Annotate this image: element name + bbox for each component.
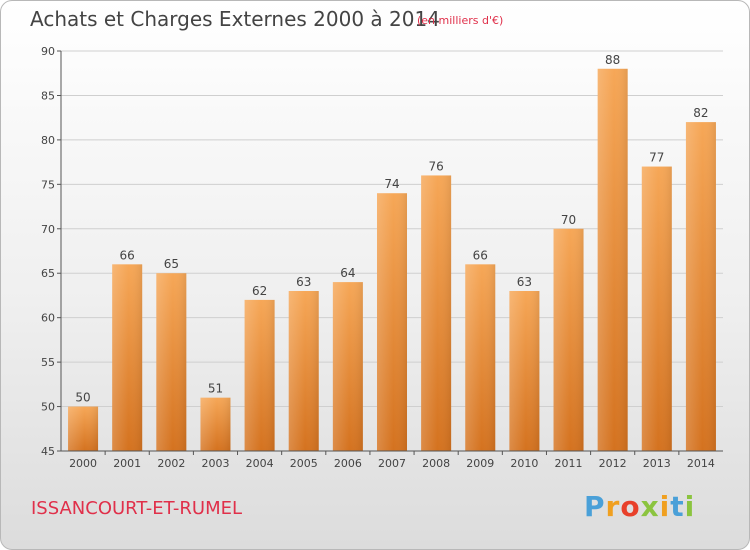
- logo-letter: o: [620, 490, 641, 523]
- x-tick-label: 2005: [290, 457, 318, 470]
- data-label: 74: [384, 177, 399, 191]
- chart-subtitle: (en milliers d'€): [417, 14, 504, 27]
- data-label: 77: [649, 151, 664, 165]
- data-label: 66: [120, 248, 135, 262]
- data-label: 64: [340, 266, 355, 280]
- bar-shading: [200, 397, 231, 451]
- logo-letter: t: [670, 490, 685, 523]
- x-tick-label: 2009: [466, 457, 494, 470]
- y-tick-label: 45: [41, 445, 55, 458]
- y-tick-label: 80: [41, 134, 55, 147]
- bar-shading: [68, 406, 99, 451]
- data-label: 50: [75, 391, 90, 405]
- x-tick-label: 2001: [113, 457, 141, 470]
- logo-letter: i: [659, 490, 671, 523]
- y-tick-label: 70: [41, 223, 55, 236]
- bar-shading: [288, 291, 319, 451]
- data-label: 65: [164, 257, 179, 271]
- bar-shading: [553, 228, 584, 451]
- y-tick-label: 60: [41, 312, 55, 325]
- x-tick-label: 2011: [555, 457, 583, 470]
- data-label: 62: [252, 284, 267, 298]
- bar-shading: [641, 166, 672, 452]
- data-label: 82: [693, 106, 708, 120]
- data-label: 63: [517, 275, 532, 289]
- x-tick-label: 2008: [422, 457, 450, 470]
- x-tick-label: 2002: [157, 457, 185, 470]
- y-tick-label: 50: [41, 401, 55, 414]
- x-tick-label: 2007: [378, 457, 406, 470]
- x-tick-label: 2014: [687, 457, 715, 470]
- x-tick-label: 2006: [334, 457, 362, 470]
- data-label: 63: [296, 275, 311, 289]
- data-label: 76: [428, 159, 443, 173]
- x-tick-label: 2000: [69, 457, 97, 470]
- chart-title: Achats et Charges Externes 2000 à 2014: [30, 7, 440, 31]
- x-tick-label: 2010: [510, 457, 538, 470]
- data-label: 70: [561, 213, 576, 227]
- place-name: ISSANCOURT-ET-RUMEL: [31, 498, 243, 519]
- bar-shading: [332, 282, 363, 451]
- bar-shading: [244, 299, 275, 451]
- x-tick-label: 2013: [643, 457, 671, 470]
- x-tick-label: 2004: [246, 457, 274, 470]
- y-tick-label: 90: [41, 45, 55, 58]
- logo-letter: r: [605, 490, 621, 523]
- bar-shading: [685, 122, 716, 451]
- logo-letter: i: [684, 490, 696, 523]
- x-tick-label: 2003: [201, 457, 229, 470]
- data-label: 51: [208, 382, 223, 396]
- bar-shading: [156, 273, 187, 451]
- data-label: 88: [605, 53, 620, 67]
- y-tick-label: 65: [41, 267, 55, 280]
- bar-shading: [376, 193, 408, 451]
- proxiti-logo: Proxiti: [584, 490, 695, 523]
- data-label: 66: [473, 248, 488, 262]
- axes: 45 50 55 60 65 70 75 80 85 90 2000 2001 2002 2003 2004…: [41, 45, 723, 470]
- y-tick-label: 55: [41, 356, 55, 369]
- logo-letter: P: [584, 490, 606, 523]
- bar-shading: [112, 264, 143, 451]
- bars: 50 66 65 51 62 63 64 74 76 66 63 70 88 77 82: [68, 53, 716, 452]
- bar-shading: [465, 264, 496, 451]
- bar-shading: [597, 68, 628, 452]
- bar-shading: [421, 175, 452, 451]
- y-tick-label: 85: [41, 89, 55, 102]
- y-tick-label: 75: [41, 178, 55, 191]
- bar-shading: [509, 291, 540, 451]
- x-tick-label: 2012: [599, 457, 627, 470]
- logo-letter: x: [640, 490, 660, 523]
